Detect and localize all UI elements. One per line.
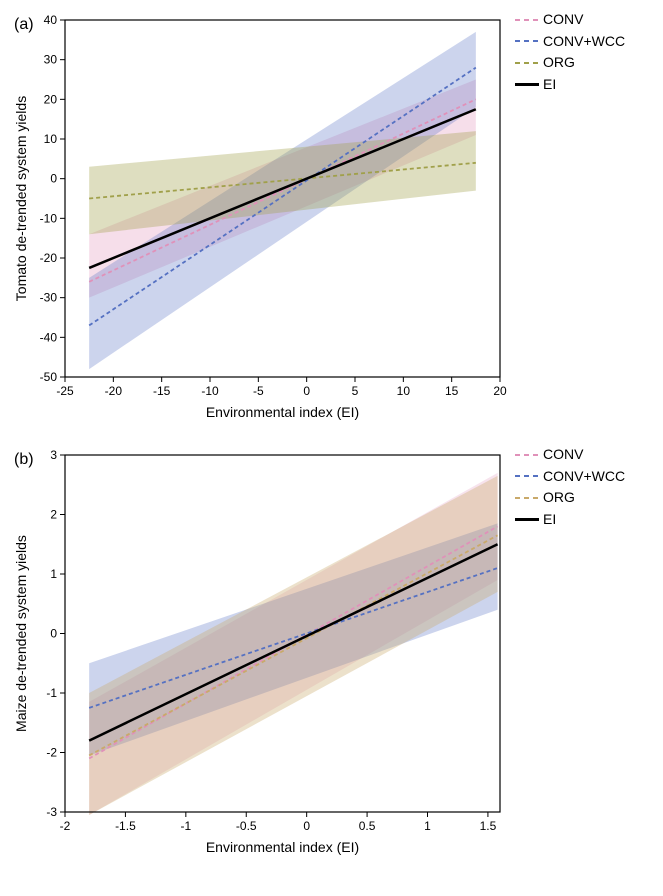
chart-b-wrap: -2-1.5-1-0.500.511.5-3-2-10123Environmen… [10,445,510,860]
legend-swatch [515,62,539,64]
figure-container: -25-20-15-10-505101520-50-40-30-20-10010… [10,10,653,860]
svg-text:-1: -1 [46,686,57,700]
legend-swatch [515,40,539,42]
svg-text:-20: -20 [105,384,123,398]
legend-a: CONVCONV+WCCORGEI [515,10,625,96]
legend-item: CONV [515,445,625,465]
svg-text:0: 0 [303,819,310,833]
svg-text:-30: -30 [40,291,58,305]
legend-label: CONV [543,10,583,30]
svg-text:-25: -25 [56,384,74,398]
svg-text:Environmental index (EI): Environmental index (EI) [206,404,359,420]
svg-text:-0.5: -0.5 [236,819,257,833]
svg-text:-15: -15 [153,384,171,398]
svg-text:2: 2 [50,508,57,522]
svg-text:-2: -2 [46,746,57,760]
svg-text:20: 20 [44,92,58,106]
svg-text:0: 0 [50,627,57,641]
svg-text:1.5: 1.5 [480,819,497,833]
legend-swatch [515,83,539,86]
svg-text:-20: -20 [40,251,58,265]
svg-text:0: 0 [50,172,57,186]
svg-text:-40: -40 [40,330,58,344]
svg-text:40: 40 [44,13,58,27]
legend-item: CONV+WCC [515,32,625,52]
legend-swatch [515,497,539,499]
legend-item: EI [515,75,625,95]
svg-text:10: 10 [44,132,58,146]
legend-label: EI [543,510,556,530]
panel-a-label: (a) [14,16,34,34]
chart-a-wrap: -25-20-15-10-505101520-50-40-30-20-10010… [10,10,510,425]
legend-label: CONV+WCC [543,467,625,487]
svg-text:-1: -1 [180,819,191,833]
svg-text:Maize de-trended system yields: Maize de-trended system yields [13,535,29,732]
legend-item: EI [515,510,625,530]
legend-swatch [515,19,539,21]
svg-text:-3: -3 [46,805,57,819]
legend-label: CONV [543,445,583,465]
legend-swatch [515,475,539,477]
svg-text:1: 1 [424,819,431,833]
svg-text:0.5: 0.5 [359,819,376,833]
svg-text:10: 10 [397,384,411,398]
svg-text:-10: -10 [201,384,219,398]
legend-swatch [515,454,539,456]
legend-label: ORG [543,488,575,508]
legend-label: CONV+WCC [543,32,625,52]
svg-text:Environmental index (EI): Environmental index (EI) [206,839,359,855]
svg-text:5: 5 [352,384,359,398]
svg-text:-2: -2 [60,819,71,833]
legend-label: EI [543,75,556,95]
chart-a: -25-20-15-10-505101520-50-40-30-20-10010… [10,10,510,425]
svg-text:-50: -50 [40,370,58,384]
svg-text:-5: -5 [253,384,264,398]
legend-b: CONVCONV+WCCORGEI [515,445,625,531]
panel-b: -2-1.5-1-0.500.511.5-3-2-10123Environmen… [10,445,653,860]
legend-item: CONV [515,10,625,30]
svg-text:1: 1 [50,567,57,581]
svg-text:Tomato de-trended system yield: Tomato de-trended system yields [13,96,29,301]
svg-text:0: 0 [303,384,310,398]
legend-item: ORG [515,53,625,73]
legend-item: CONV+WCC [515,467,625,487]
svg-text:15: 15 [445,384,459,398]
panel-a: -25-20-15-10-505101520-50-40-30-20-10010… [10,10,653,425]
svg-text:3: 3 [50,448,57,462]
svg-text:-10: -10 [40,211,58,225]
svg-text:20: 20 [493,384,507,398]
legend-label: ORG [543,53,575,73]
svg-text:-1.5: -1.5 [115,819,136,833]
legend-item: ORG [515,488,625,508]
legend-swatch [515,518,539,521]
svg-text:30: 30 [44,53,58,67]
panel-b-label: (b) [14,451,34,469]
chart-b: -2-1.5-1-0.500.511.5-3-2-10123Environmen… [10,445,510,860]
